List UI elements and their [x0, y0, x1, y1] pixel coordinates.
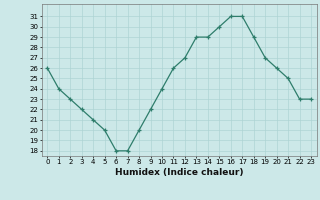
X-axis label: Humidex (Indice chaleur): Humidex (Indice chaleur): [115, 168, 244, 177]
